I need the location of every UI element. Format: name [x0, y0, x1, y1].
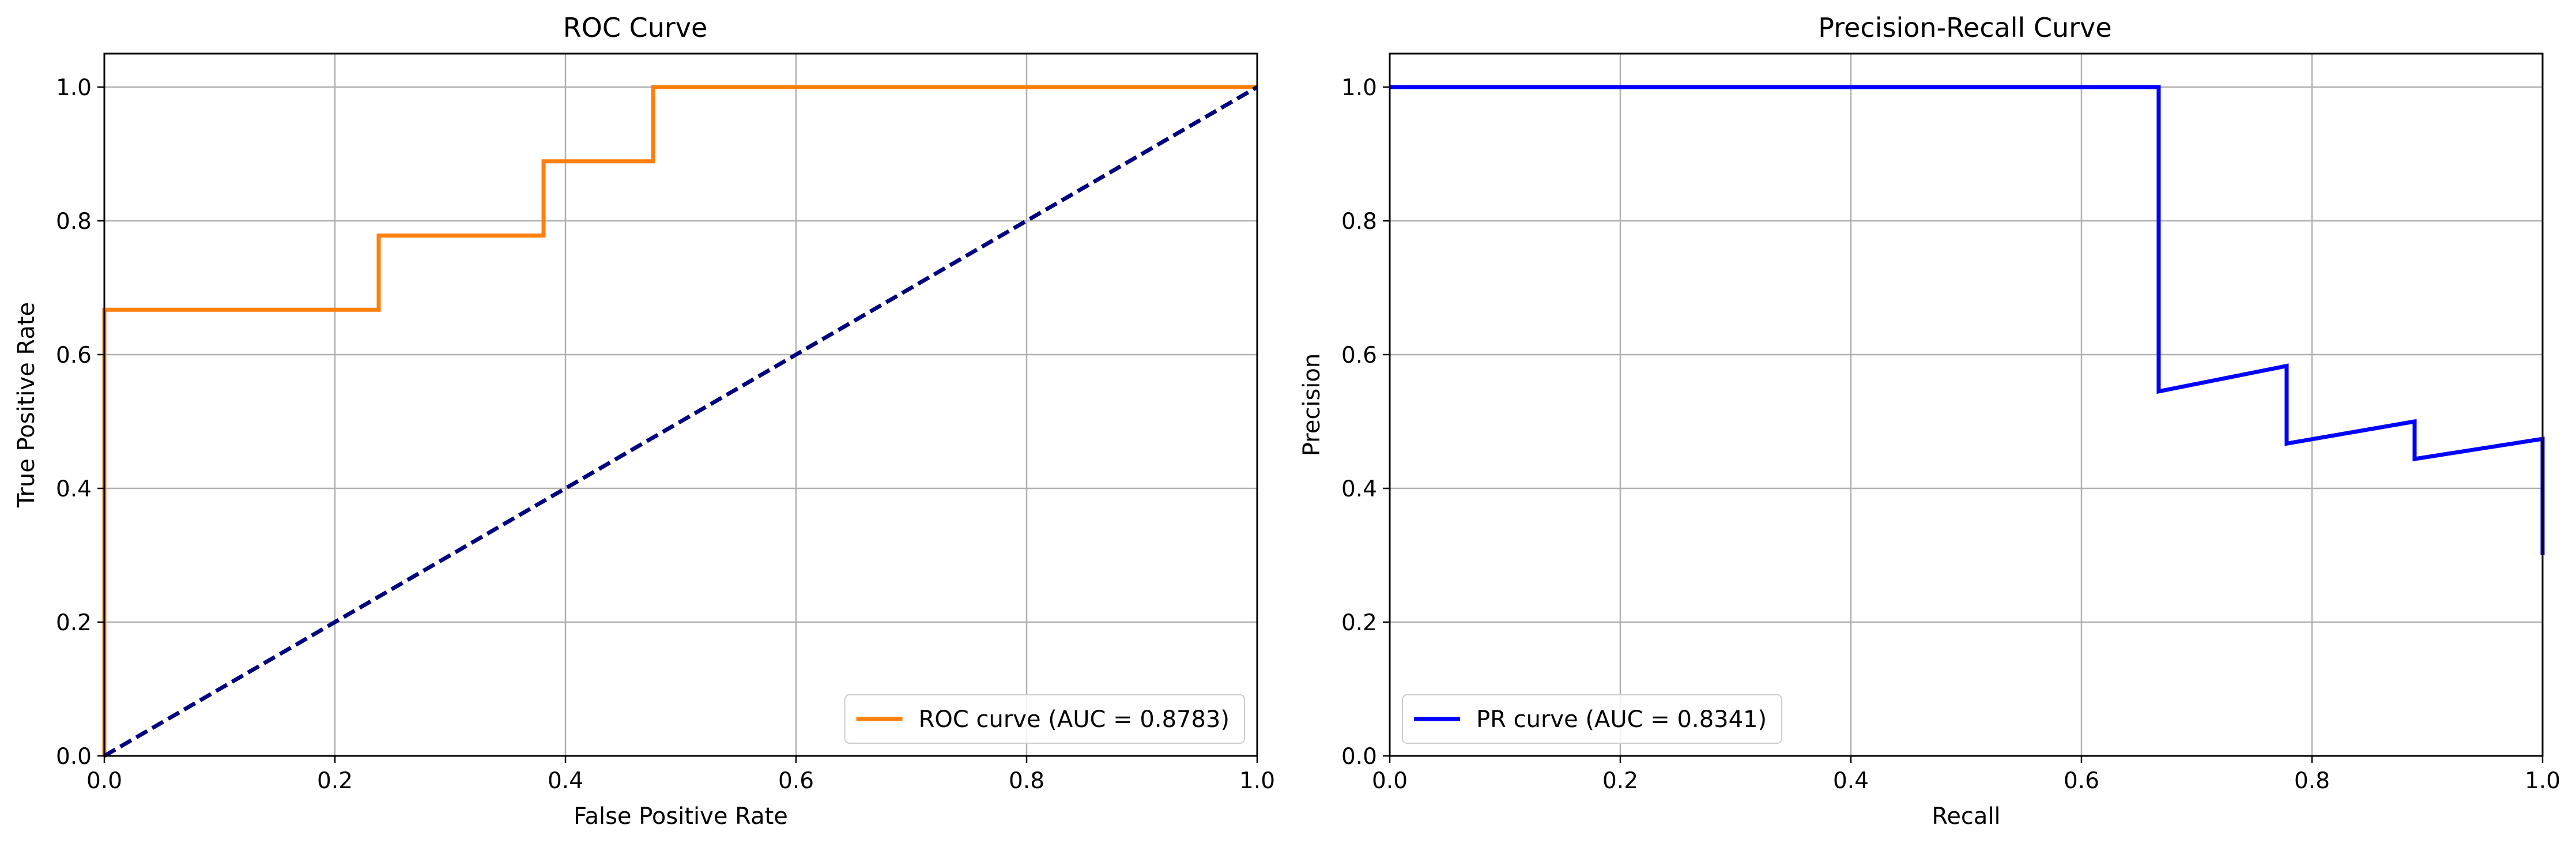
roc-x-tick-label: 0.4	[548, 768, 583, 794]
roc-x-tick-label: 1.0	[1239, 768, 1275, 794]
pr-x-tick-label: 0.4	[1833, 768, 1869, 794]
pr-x-tick-label: 0.6	[2064, 768, 2099, 794]
roc-y-tick-label: 0.2	[56, 610, 92, 636]
pr-y-tick-label: 0.6	[1341, 342, 1377, 368]
roc-y-tick-label: 1.0	[56, 75, 92, 101]
roc-legend-label: ROC curve (AUC = 0.8783)	[919, 706, 1229, 733]
roc-x-tick-label: 0.0	[86, 768, 122, 794]
pr-x-tick-label: 0.8	[2294, 768, 2330, 794]
pr-y-tick-label: 0.4	[1341, 476, 1377, 502]
roc-ticks: 0.0 0.2 0.4 0.6 0.8 1.0 0.0 0.2 0.4 0.6 0.8 1.0	[56, 75, 1275, 794]
roc-y-tick-label: 0.8	[56, 209, 92, 235]
roc-axes-frame	[103, 52, 1258, 757]
pr-series-line-0	[1390, 85, 2545, 555]
pr-series	[1390, 85, 2545, 555]
pr-axes-frame	[1389, 52, 2544, 757]
pr-y-tick-label: 0.0	[1341, 744, 1377, 770]
roc-y-tick-label: 0.0	[56, 744, 92, 770]
pr-y-tick-label: 1.0	[1341, 75, 1377, 101]
pr-x-tick-label: 1.0	[2525, 768, 2560, 794]
pr-panel: Precision-Recall Curve 0.0 0.2 0.4 0.6 0.8 1.…	[1299, 12, 2560, 830]
pr-legend-box	[1402, 694, 1783, 744]
roc-series	[102, 85, 1258, 758]
pr-y-tick-label: 0.2	[1341, 610, 1377, 636]
pr-legend: PR curve (AUC = 0.8341)	[1402, 694, 1783, 744]
roc-x-tick-label: 0.8	[1009, 768, 1044, 794]
roc-panel: ROC Curve 0.0 0.2 0.4 0.6 0.8 1.0 0.0 0.2 0.4 0.6…	[13, 12, 1275, 830]
roc-y-tick-label: 0.6	[56, 342, 92, 368]
roc-y-axis-label: True Positive Rate	[13, 302, 40, 508]
roc-series-line-0	[102, 85, 1257, 756]
roc-x-tick-label: 0.2	[317, 768, 353, 794]
pr-x-tick-label: 0.2	[1602, 768, 1638, 794]
pr-x-tick-label: 0.0	[1372, 768, 1408, 794]
pr-x-axis-label: Recall	[1932, 803, 2000, 830]
roc-x-axis-label: False Positive Rate	[574, 803, 788, 830]
pr-ticks: 0.0 0.2 0.4 0.6 0.8 1.0 0.0 0.2 0.4 0.6 0.8 1.0	[1341, 75, 2560, 794]
roc-series-line-1	[103, 85, 1258, 758]
pr-title: Precision-Recall Curve	[1818, 12, 2111, 43]
roc-title: ROC Curve	[563, 12, 708, 43]
pr-y-tick-label: 0.8	[1341, 209, 1377, 235]
pr-legend-label: PR curve (AUC = 0.8341)	[1476, 706, 1767, 733]
roc-y-tick-label: 0.4	[56, 476, 92, 502]
roc-legend-box	[844, 694, 1245, 744]
pr-y-axis-label: Precision	[1299, 353, 1325, 456]
roc-legend: ROC curve (AUC = 0.8783)	[844, 694, 1245, 744]
roc-x-tick-label: 0.6	[778, 768, 814, 794]
